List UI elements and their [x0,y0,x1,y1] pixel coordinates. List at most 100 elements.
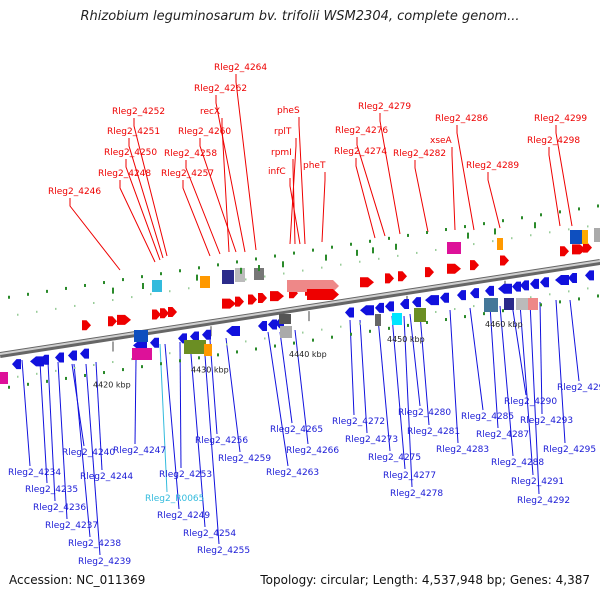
gene-box[interactable] [516,298,530,310]
gene-label-forward[interactable]: Rleg2_4246 [48,187,101,197]
gene-flag[interactable] [325,254,327,261]
gene-flag[interactable] [372,247,374,254]
gene-reverse-arrow[interactable] [530,278,539,289]
gene-label-reverse[interactable]: Rleg2_4236 [33,503,86,513]
gene-flag[interactable] [258,265,260,272]
gene-label-reverse[interactable]: Rleg2_4281 [407,427,460,437]
gene-label-reverse[interactable]: Rleg2_4265 [270,425,323,435]
gene-forward-arrow[interactable] [108,316,117,327]
gene-reverse-arrow[interactable] [375,302,384,313]
gene-label-reverse[interactable]: Rleg2_4244 [80,472,133,482]
gene-reverse-arrow[interactable] [568,272,577,283]
gene-flag[interactable] [356,249,358,256]
gene-label-reverse[interactable]: Rleg2_4278 [390,489,443,499]
gene-reverse-arrow[interactable] [55,352,64,363]
gene-flag[interactable] [395,243,397,250]
gene-forward-arrow[interactable] [82,320,91,331]
gene-reverse-arrow[interactable] [190,331,199,342]
gene-reverse-arrow[interactable] [425,295,439,306]
gene-reverse-arrow[interactable] [258,321,267,332]
gene-label-reverse[interactable]: Rleg2_R0065 [145,494,204,504]
gene-forward-arrow[interactable] [235,296,244,307]
gene-box[interactable] [582,230,588,244]
gene-box[interactable] [279,314,291,324]
gene-label-reverse[interactable]: Rleg2_4238 [68,539,121,549]
gene-reverse-arrow[interactable] [540,277,549,288]
gene-forward-arrow[interactable] [360,277,374,288]
gene-label-forward[interactable]: Rleg2_4257 [161,169,214,179]
gene-box[interactable] [184,340,206,354]
gene-label-forward[interactable]: Rleg2_4250 [104,148,157,158]
gene-reverse-arrow[interactable] [345,307,354,318]
gene-reverse-arrow[interactable] [12,359,21,370]
gene-reverse-arrow[interactable] [457,290,466,301]
gene-label-reverse[interactable]: Rleg2_4291 [511,477,564,487]
gene-forward-arrow[interactable] [248,294,257,305]
gene-label-forward[interactable]: Rleg2_4276 [335,126,388,136]
gene-label-forward[interactable]: Rleg2_4274 [334,147,387,157]
gene-reverse-arrow[interactable] [30,356,44,367]
gene-label-reverse[interactable]: Rleg2_4253 [159,470,212,480]
gene-forward-arrow[interactable] [258,293,267,304]
gene-label-forward[interactable]: Rleg2_4252 [112,107,165,117]
gene-box[interactable] [504,298,514,310]
gene-flag[interactable] [240,267,242,274]
gene-label-forward[interactable]: Rleg2_4289 [466,161,519,171]
gene-box[interactable] [375,314,381,326]
gene-label-reverse[interactable]: Rleg2_4290 [504,397,557,407]
gene-forward-arrow[interactable] [270,291,284,302]
gene-reverse-arrow[interactable] [226,325,240,336]
gene-box[interactable] [528,298,538,310]
gene-label-reverse[interactable]: Rleg2_4288 [491,458,544,468]
gene-label-reverse[interactable]: Rleg2_4280 [398,408,451,418]
gene-forward-arrow[interactable] [398,271,407,282]
gene-label-reverse[interactable]: Rleg2_4283 [436,445,489,455]
gene-reverse-arrow[interactable] [150,337,159,348]
gene-box[interactable] [594,228,600,242]
gene-label-forward[interactable]: Rleg2_4299 [534,114,587,124]
gene-flag[interactable] [467,232,469,239]
gene-label-reverse[interactable]: Rleg2_4235 [25,485,78,495]
gene-box[interactable] [280,326,292,338]
gene-forward-arrow[interactable] [385,273,394,284]
gene-label-reverse[interactable]: Rleg2_4239 [78,557,131,567]
gene-reverse-arrow[interactable] [202,329,211,340]
gene-flag[interactable] [282,261,284,268]
gene-label-forward[interactable]: Rleg2_4298 [527,136,580,146]
gene-forward-arrow[interactable] [160,308,169,319]
gene-label-forward[interactable]: Rleg2_4262 [194,84,247,94]
gene-label-reverse[interactable]: Rleg2_4263 [266,468,319,478]
gene-label-reverse[interactable]: Rleg2_4234 [8,468,61,478]
gene-label-forward[interactable]: Rleg2_4286 [435,114,488,124]
gene-forward-arrow[interactable] [470,260,479,271]
gene-label-forward[interactable]: Rleg2_4248 [98,169,151,179]
gene-box[interactable] [134,330,148,342]
gene-reverse-arrow[interactable] [68,350,77,361]
gene-reverse-arrow[interactable] [40,354,49,365]
gene-box[interactable] [254,268,264,280]
gene-label-reverse[interactable]: Rleg2_4255 [197,546,250,556]
gene-label-reverse[interactable]: Rleg2_4275 [368,453,421,463]
gene-label-reverse[interactable]: Rleg2_4266 [286,446,339,456]
gene-forward-block[interactable] [307,288,339,300]
gene-label-forward[interactable]: Rleg2_4260 [178,127,231,137]
gene-label-reverse[interactable]: Rleg2_4256 [195,436,248,446]
gene-forward-arrow[interactable] [168,306,177,317]
gene-label-reverse[interactable]: Rleg2_4237 [45,521,98,531]
gene-label-forward[interactable]: Rleg2_4282 [393,149,446,159]
gene-box[interactable] [414,308,426,322]
gene-box[interactable] [0,372,8,384]
gene-flag[interactable] [142,282,144,289]
gene-label-forward[interactable]: xseA [430,136,453,146]
gene-reverse-arrow[interactable] [412,297,421,308]
gene-forward-arrow[interactable] [583,242,592,253]
gene-box[interactable] [132,348,152,360]
gene-label-reverse[interactable]: Rleg2_4254 [183,529,236,539]
gene-label-reverse[interactable]: Rleg2_4293 [520,416,573,426]
gene-label-reverse[interactable]: Rleg2_4247 [113,446,166,456]
gene-box[interactable] [497,238,503,250]
gene-label-reverse[interactable]: Rleg2_4272 [332,417,385,427]
gene-label-reverse[interactable]: Rleg2_4249 [157,511,210,521]
gene-label-reverse[interactable]: Rleg2_4297 [557,383,600,393]
